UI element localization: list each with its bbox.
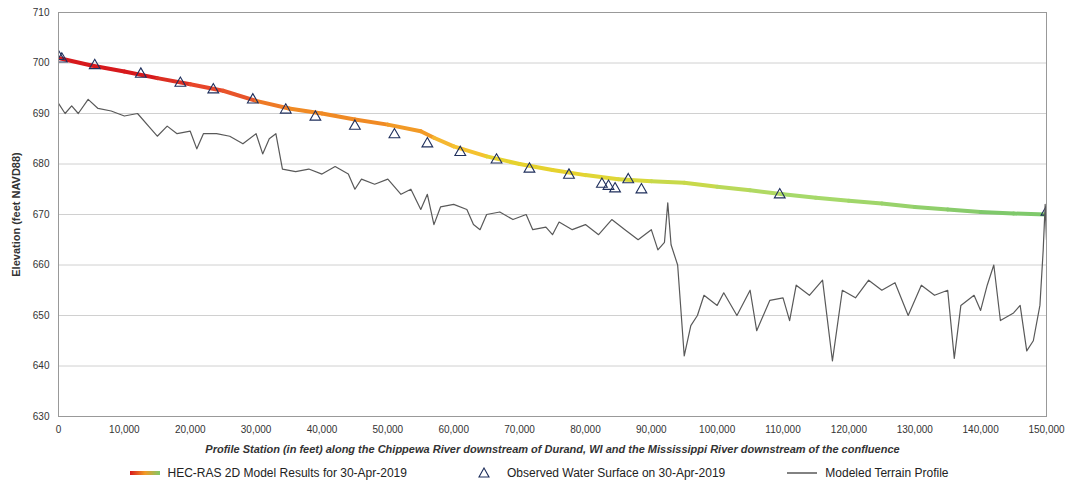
html-text:HEC-RAS 2D Model Results for 3: HEC-RAS 2D Model Results for 30-Apr-2019 xyxy=(167,466,407,480)
svg-text:660: 660 xyxy=(33,259,50,270)
svg-text:70,000: 70,000 xyxy=(504,424,535,435)
svg-text:50,000: 50,000 xyxy=(373,424,404,435)
html-text:Observed Water Surface on 30-A: Observed Water Surface on 30-Apr-2019 xyxy=(507,466,726,480)
svg-text:680: 680 xyxy=(33,158,50,169)
svg-text:670: 670 xyxy=(33,209,50,220)
svg-text:710: 710 xyxy=(33,7,50,18)
svg-text:150,000: 150,000 xyxy=(1028,424,1065,435)
svg-text:700: 700 xyxy=(33,57,50,68)
svg-text:120,000: 120,000 xyxy=(831,424,868,435)
svg-text:110,000: 110,000 xyxy=(765,424,801,435)
svg-text:630: 630 xyxy=(33,411,50,422)
html-text:Modeled Terrain Profile: Modeled Terrain Profile xyxy=(825,466,949,480)
svg-text:140,000: 140,000 xyxy=(963,424,1000,435)
svg-text:30,000: 30,000 xyxy=(241,424,272,435)
svg-text:80,000: 80,000 xyxy=(570,424,601,435)
svg-text:0: 0 xyxy=(56,424,62,435)
svg-text:650: 650 xyxy=(33,310,50,321)
svg-text:690: 690 xyxy=(33,108,50,119)
svg-text:Elevation (feet NAVD88): Elevation (feet NAVD88) xyxy=(10,152,22,277)
svg-text:Profile Station (in feet) alon: Profile Station (in feet) along the Chip… xyxy=(205,443,899,455)
svg-text:100,000: 100,000 xyxy=(699,424,736,435)
svg-text:40,000: 40,000 xyxy=(307,424,338,435)
svg-text:20,000: 20,000 xyxy=(175,424,206,435)
svg-text:640: 640 xyxy=(33,360,50,371)
svg-text:130,000: 130,000 xyxy=(897,424,934,435)
svg-text:60,000: 60,000 xyxy=(438,424,469,435)
svg-text:90,000: 90,000 xyxy=(636,424,667,435)
svg-text:10,000: 10,000 xyxy=(109,424,140,435)
